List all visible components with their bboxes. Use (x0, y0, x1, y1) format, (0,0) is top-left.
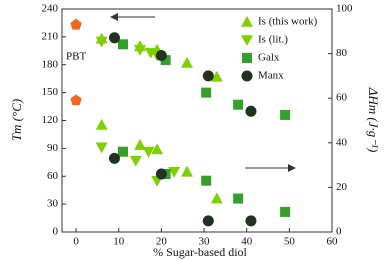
marker (180, 165, 193, 177)
marker (233, 99, 244, 110)
marker (155, 49, 167, 61)
marker (160, 55, 171, 66)
y2-tick-label: 100 (336, 3, 353, 15)
y-tick-label: 150 (42, 86, 59, 98)
y-tick-label: 30 (47, 198, 59, 210)
marker (95, 142, 108, 154)
marker (95, 118, 108, 130)
x-tick-label: 50 (284, 236, 296, 248)
legend-label: Manx (258, 70, 284, 82)
legend-label: Is (lit.) (258, 34, 288, 46)
y-tick-label: 180 (42, 58, 59, 70)
marker (233, 193, 244, 204)
legend-marker (241, 16, 253, 27)
y-tick-label: 0 (53, 226, 59, 238)
marker (180, 56, 193, 68)
marker (151, 143, 164, 155)
marker (202, 70, 214, 82)
y-tick-label: 210 (42, 30, 59, 42)
y2-tick-label: 40 (336, 136, 348, 148)
x-tick-label: 60 (327, 236, 339, 248)
marker (201, 175, 212, 186)
legend-marker (241, 70, 253, 82)
marker (108, 152, 120, 164)
marker (144, 47, 157, 59)
y2-tick-label: 20 (336, 181, 348, 193)
marker (210, 70, 223, 82)
y2-axis-label: ΔHm (J·g⁻¹) (366, 87, 381, 153)
arrow-head (288, 164, 296, 172)
y-axis-label: Tm (°C) (9, 99, 24, 141)
marker (155, 168, 167, 180)
legend-marker (242, 53, 252, 63)
marker (202, 215, 214, 227)
marker (108, 32, 120, 44)
marker (201, 87, 212, 98)
y-tick-label: 240 (42, 3, 59, 15)
x-tick-label: 20 (156, 236, 168, 248)
y-tick-label: 90 (47, 142, 59, 154)
marker (70, 18, 82, 30)
x-tick-label: 30 (199, 236, 211, 248)
marker (245, 105, 257, 117)
marker (168, 166, 181, 178)
marker (117, 39, 128, 50)
x-tick-label: 0 (73, 236, 79, 248)
marker (280, 109, 291, 120)
y-tick-label: 60 (47, 170, 59, 182)
legend-label: Is (this work) (258, 16, 318, 28)
marker (70, 94, 82, 106)
y2-tick-label: 0 (336, 226, 342, 238)
annotation: PBT (66, 51, 86, 63)
y2-tick-label: 80 (336, 47, 348, 59)
marker (210, 192, 223, 204)
marker (245, 215, 257, 227)
legend-marker (241, 35, 253, 46)
marker (280, 206, 291, 217)
arrow-head (110, 13, 118, 21)
marker (95, 36, 108, 48)
y2-tick-label: 60 (336, 92, 348, 104)
marker (134, 45, 147, 56)
y-tick-label: 120 (42, 114, 59, 126)
marker (129, 155, 142, 167)
x-tick-label: 40 (241, 236, 253, 248)
marker (117, 146, 128, 157)
legend-label: Galx (258, 52, 280, 64)
x-axis-label: % Sugar-based diol (153, 245, 247, 259)
marker (142, 146, 155, 158)
x-tick-label: 10 (113, 236, 125, 248)
